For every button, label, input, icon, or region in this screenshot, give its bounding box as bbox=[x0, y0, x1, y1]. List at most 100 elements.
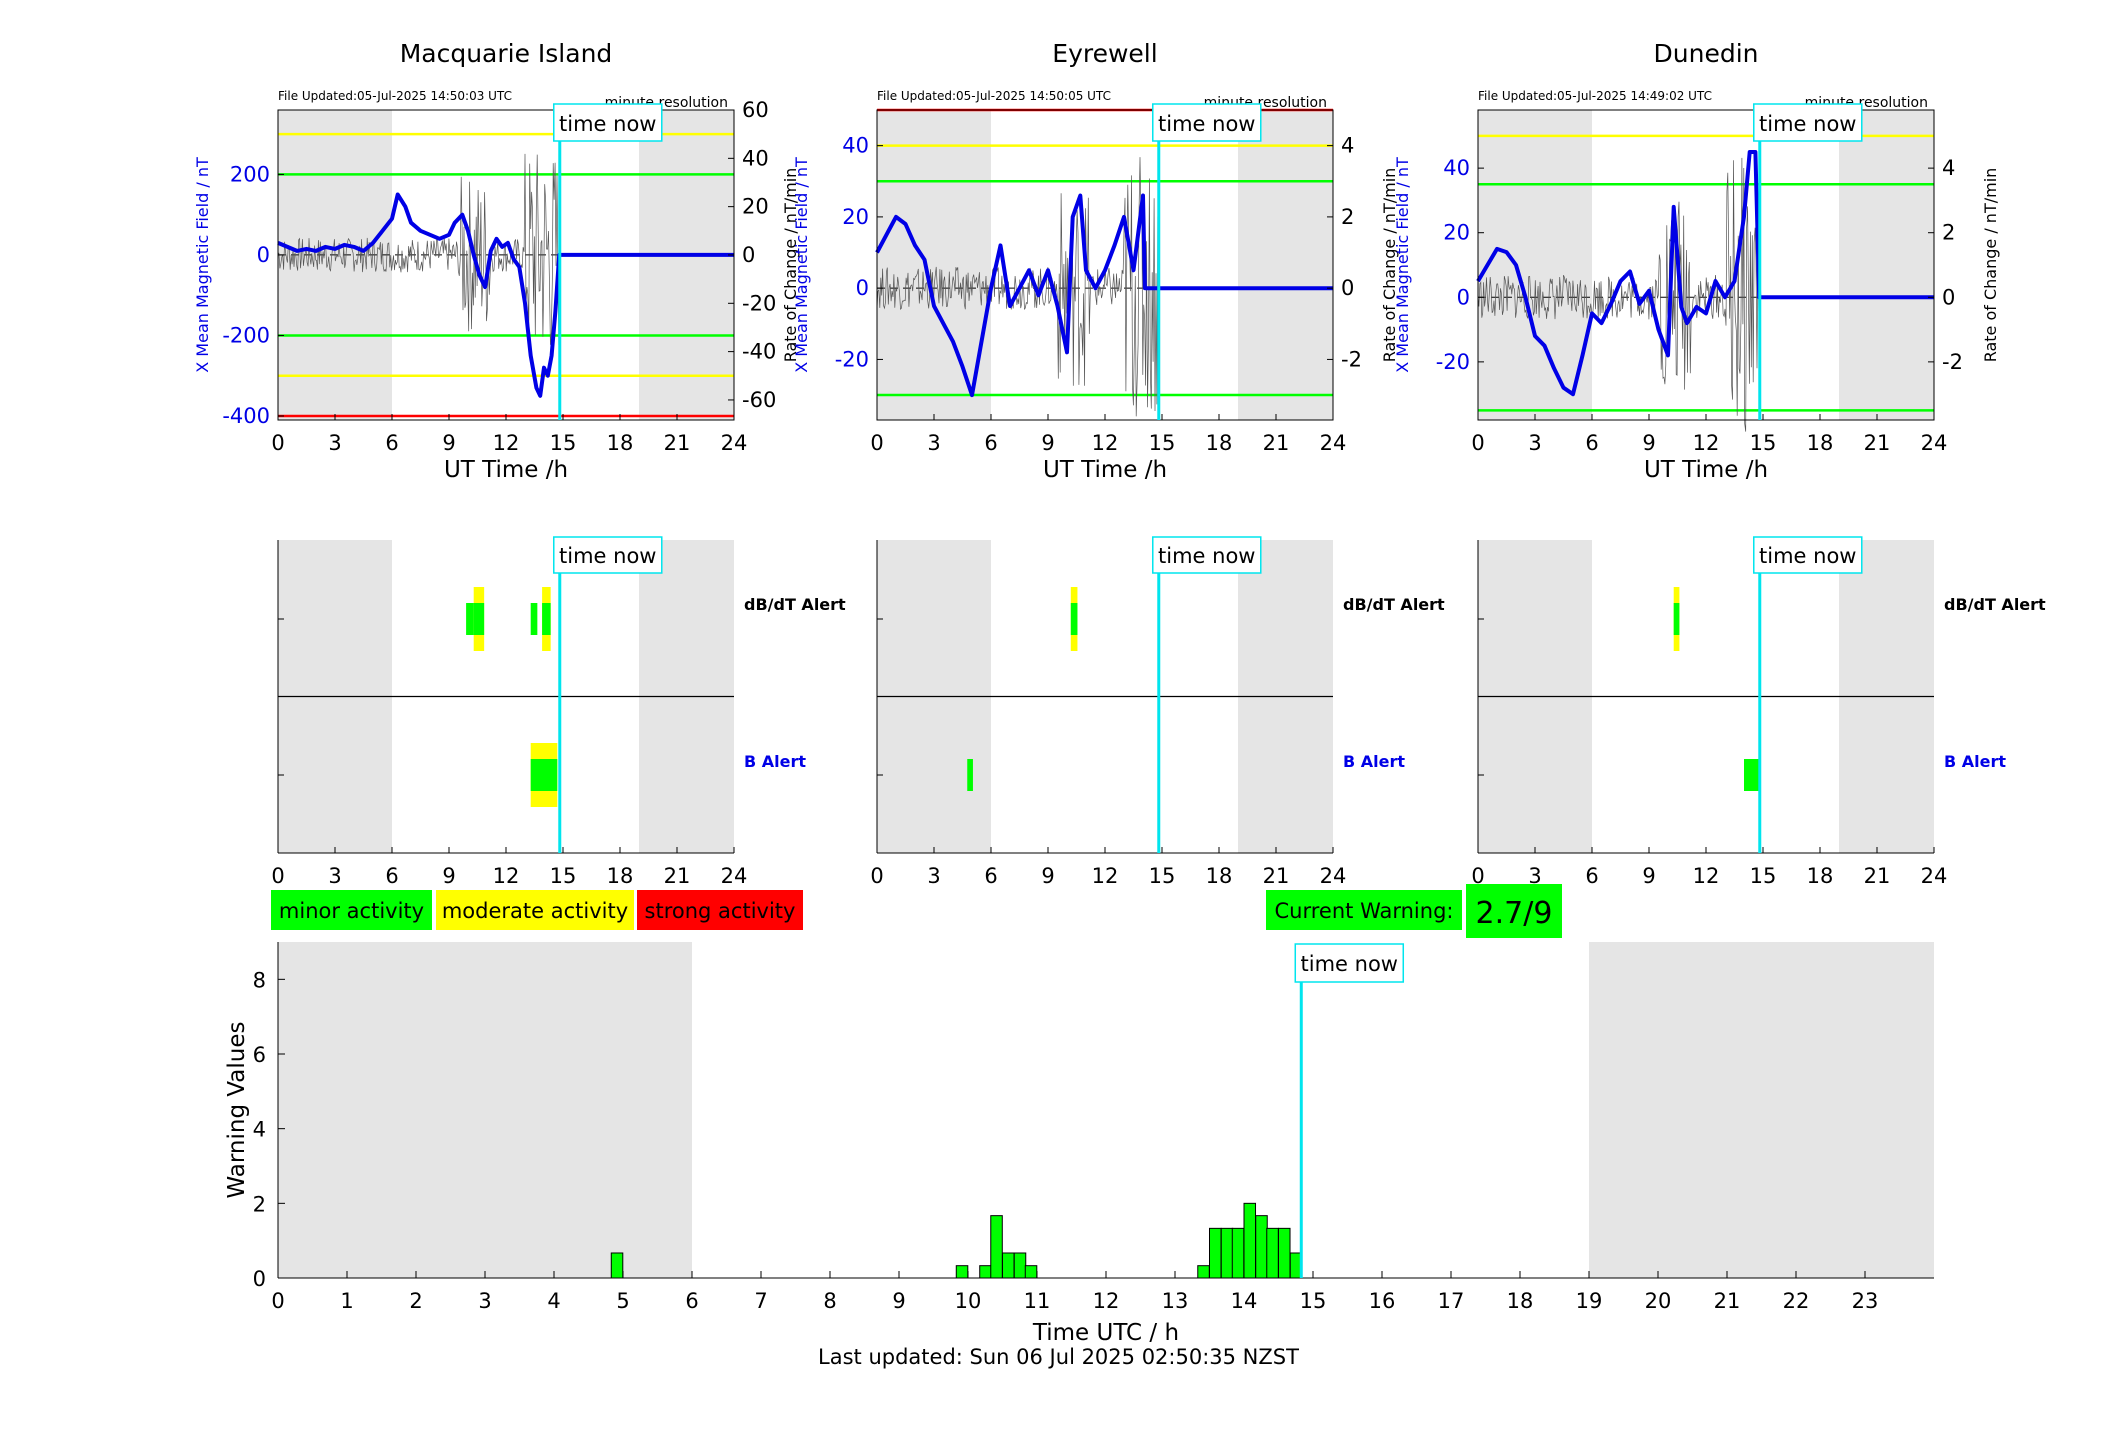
x-tick-label: 15 bbox=[550, 431, 577, 455]
warning-x-tick-label: 12 bbox=[1093, 1289, 1120, 1313]
alert-x-tick-label: 0 bbox=[271, 864, 284, 888]
alert-time-now-label: time now bbox=[1158, 544, 1255, 568]
warning-y-tick-label: 2 bbox=[253, 1192, 266, 1216]
warning-y-tick-label: 4 bbox=[253, 1118, 266, 1142]
right-y-tick-label: 0 bbox=[742, 243, 755, 267]
warning-bar bbox=[1243, 1202, 1257, 1279]
x-tick-label: 24 bbox=[1921, 431, 1948, 455]
right-y-axis-label: Rate of Change / nT/min bbox=[1981, 168, 2000, 363]
dbdt-alert-label: dB/dT Alert bbox=[1343, 595, 1445, 614]
alert-x-tick-label: 15 bbox=[550, 864, 577, 888]
time-now-box bbox=[1152, 103, 1262, 142]
night-shading bbox=[639, 110, 734, 420]
left-y-tick-label: 0 bbox=[856, 276, 869, 300]
magnetic-field-trace bbox=[277, 192, 734, 398]
right-y-tick-label: 60 bbox=[742, 98, 769, 122]
x-axis-label: UT Time /h bbox=[444, 457, 568, 483]
alert-x-tick-label: 24 bbox=[1921, 864, 1948, 888]
right-y-tick-label: -40 bbox=[742, 340, 776, 364]
warning-bar bbox=[1266, 1227, 1279, 1279]
b-alert-label: B Alert bbox=[744, 752, 806, 771]
time-now-label: time now bbox=[1759, 112, 1856, 136]
alert-time-now-box bbox=[1753, 536, 1863, 574]
left-y-tick-label: 40 bbox=[842, 134, 869, 158]
left-y-tick-label: 200 bbox=[230, 162, 270, 186]
alert-bar-minor bbox=[530, 603, 538, 635]
warning-bar bbox=[990, 1215, 1003, 1279]
x-tick-label: 15 bbox=[1750, 431, 1777, 455]
warning-bar bbox=[610, 1252, 624, 1279]
station-title: Dunedin bbox=[1654, 39, 1759, 68]
night-shading bbox=[877, 110, 991, 420]
alert-x-tick-label: 21 bbox=[1263, 864, 1290, 888]
alert-x-tick-label: 9 bbox=[1642, 864, 1655, 888]
dbdt-alert-label: dB/dT Alert bbox=[744, 595, 846, 614]
warning-bar bbox=[1002, 1252, 1015, 1279]
right-y-tick-label: -2 bbox=[1341, 347, 1362, 371]
warning-bar bbox=[1209, 1227, 1222, 1279]
warning-x-tick-label: 16 bbox=[1369, 1289, 1396, 1313]
footer-last-updated: Last updated: Sun 06 Jul 2025 02:50:35 N… bbox=[818, 1345, 1299, 1369]
warning-bar bbox=[1231, 1227, 1245, 1279]
alert-x-tick-label: 9 bbox=[1041, 864, 1054, 888]
warning-x-tick-label: 19 bbox=[1576, 1289, 1603, 1313]
b-alert-label: B Alert bbox=[1343, 752, 1405, 771]
left-y-tick-label: 20 bbox=[1443, 221, 1470, 245]
right-y-tick-label: -20 bbox=[742, 291, 776, 315]
legend-swatch bbox=[436, 890, 634, 930]
alert-x-tick-label: 0 bbox=[870, 864, 883, 888]
x-tick-label: 24 bbox=[1320, 431, 1347, 455]
current-warning-box bbox=[1266, 890, 1462, 930]
right-y-tick-label: 2 bbox=[1341, 205, 1354, 229]
x-tick-label: 15 bbox=[1149, 431, 1176, 455]
warning-time-now-label: time now bbox=[1301, 952, 1398, 976]
alert-x-tick-label: 6 bbox=[385, 864, 398, 888]
x-tick-label: 0 bbox=[1471, 431, 1484, 455]
warning-x-tick-label: 17 bbox=[1438, 1289, 1465, 1313]
x-tick-label: 12 bbox=[493, 431, 520, 455]
time-now-box bbox=[1753, 103, 1863, 142]
alert-x-tick-label: 9 bbox=[442, 864, 455, 888]
alert-bar-minor bbox=[473, 603, 485, 635]
warning-x-tick-label: 6 bbox=[685, 1289, 698, 1313]
warning-bar bbox=[1013, 1252, 1027, 1279]
right-y-axis-label: Rate of Change / nT/min bbox=[781, 168, 800, 363]
x-tick-label: 12 bbox=[1092, 431, 1119, 455]
dbdt-alert-label: dB/dT Alert bbox=[1944, 595, 2046, 614]
x-tick-label: 18 bbox=[1807, 431, 1834, 455]
left-y-tick-label: 0 bbox=[1457, 285, 1470, 309]
x-tick-label: 6 bbox=[1585, 431, 1598, 455]
alert-x-tick-label: 18 bbox=[607, 864, 634, 888]
warning-bar bbox=[1255, 1215, 1268, 1279]
x-tick-label: 6 bbox=[385, 431, 398, 455]
magnetic-field-trace bbox=[1476, 150, 1934, 397]
alert-bar-minor bbox=[1673, 603, 1680, 635]
x-tick-label: 3 bbox=[927, 431, 940, 455]
legend-label: strong activity bbox=[645, 899, 796, 923]
left-y-tick-label: 0 bbox=[257, 243, 270, 267]
warning-night-shading bbox=[278, 942, 692, 1278]
x-tick-label: 21 bbox=[1864, 431, 1891, 455]
alert-x-tick-label: 12 bbox=[1693, 864, 1720, 888]
alert-x-tick-label: 24 bbox=[1320, 864, 1347, 888]
warning-x-tick-label: 2 bbox=[409, 1289, 422, 1313]
station-title: Macquarie Island bbox=[400, 39, 613, 68]
legend-label: moderate activity bbox=[442, 899, 628, 923]
warning-x-tick-label: 8 bbox=[823, 1289, 836, 1313]
warning-x-tick-label: 5 bbox=[616, 1289, 629, 1313]
left-y-tick-label: -400 bbox=[222, 404, 270, 428]
left-y-tick-label: -20 bbox=[835, 347, 869, 371]
x-tick-label: 3 bbox=[1528, 431, 1541, 455]
file-updated-label: File Updated:05-Jul-2025 14:50:05 UTC bbox=[877, 89, 1111, 103]
alert-x-tick-label: 18 bbox=[1206, 864, 1233, 888]
warning-y-axis-label: Warning Values bbox=[224, 1021, 250, 1198]
right-y-tick-label: 4 bbox=[1942, 156, 1955, 180]
station-title: Eyrewell bbox=[1052, 39, 1157, 68]
right-y-axis-label: Rate of Change / nT/min bbox=[1380, 168, 1399, 363]
right-y-tick-label: 2 bbox=[1942, 221, 1955, 245]
alert-x-tick-label: 12 bbox=[493, 864, 520, 888]
current-warning-label: Current Warning: bbox=[1275, 899, 1454, 923]
warning-night-shading bbox=[1589, 942, 1934, 1278]
alert-x-tick-label: 6 bbox=[984, 864, 997, 888]
